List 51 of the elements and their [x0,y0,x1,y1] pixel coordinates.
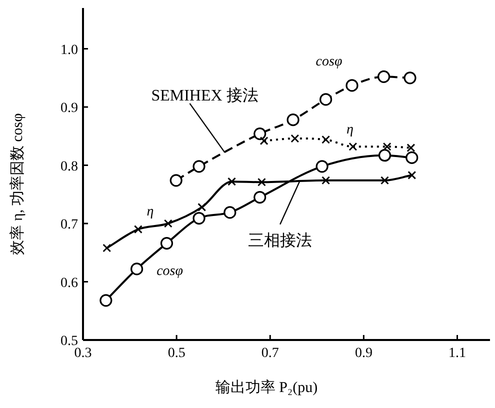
point [316,160,328,173]
annotation: 三相接法 [248,231,312,250]
point [408,170,416,180]
annotation: cosφ [156,264,184,279]
point [322,176,330,185]
point [160,237,174,250]
point [228,177,236,186]
y-tick-label: 0.8 [60,159,78,174]
point [378,70,390,84]
x-tick-label: 0.9 [354,346,372,361]
point [378,149,392,162]
y-axis-title: 效率 η, 功率因数 cosφ [9,112,26,255]
point [192,212,206,225]
y-tick-label: 0.6 [60,276,78,291]
point [348,142,358,151]
point [100,294,112,307]
x-tick-label: 0.3 [74,346,92,361]
point [319,93,332,106]
annotation: SEMIHEX 接法 [151,86,258,104]
point [380,176,389,185]
point [134,225,142,234]
point [406,151,418,164]
point [290,134,300,143]
point [346,79,358,92]
point [322,135,330,144]
point [254,191,266,204]
annotation: cosφ [316,54,342,70]
point [170,174,182,187]
y-tick-label: 1.0 [60,42,78,58]
point [198,202,206,212]
x-tick-label: 0.5 [168,346,186,361]
y-tick-label: 0.7 [60,218,78,233]
x-tick-label: 1.1 [448,346,466,361]
point [102,244,112,252]
y-tick-label: 0.5 [60,334,78,349]
y-tick-label: 0.9 [60,101,78,116]
point [260,136,268,146]
point [164,219,172,228]
point [404,72,416,84]
point [254,128,266,140]
point [406,144,416,152]
point [130,262,144,276]
annotation: η [346,122,354,138]
point [192,160,206,173]
point [382,142,392,151]
annotation: η [146,204,154,220]
x-axis-title: 输出功率 P₂(pu) [215,379,318,396]
point [224,206,236,219]
x-tick-label: 0.7 [261,346,279,361]
point [257,178,266,186]
point [286,114,300,126]
